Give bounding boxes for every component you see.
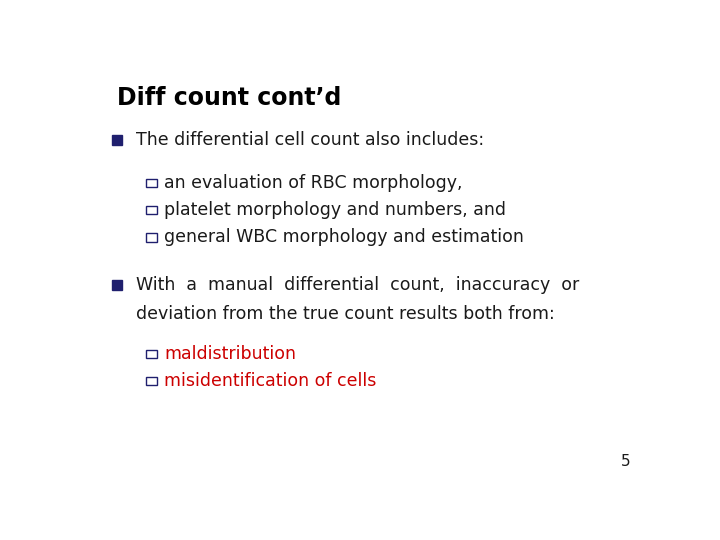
Text: deviation from the true count results both from:: deviation from the true count results bo… [136,305,554,323]
Text: an evaluation of RBC morphology,: an evaluation of RBC morphology, [164,174,463,192]
Text: platelet morphology and numbers, and: platelet morphology and numbers, and [164,201,506,219]
Text: maldistribution: maldistribution [164,345,296,363]
Bar [145,206,157,214]
Text: 5: 5 [621,454,630,469]
Bar [145,349,157,358]
Text: With  a  manual  differential  count,  inaccuracy  or: With a manual differential count, inaccu… [136,276,579,294]
Text: general WBC morphology and estimation: general WBC morphology and estimation [164,228,524,246]
Text: The differential cell count also includes:: The differential cell count also include… [136,131,484,149]
Bar [145,377,157,385]
Text: misidentification of cells: misidentification of cells [164,372,377,390]
Bar [145,233,157,241]
Bar [145,179,157,187]
Text: Diff count cont’d: Diff count cont’d [117,85,341,110]
